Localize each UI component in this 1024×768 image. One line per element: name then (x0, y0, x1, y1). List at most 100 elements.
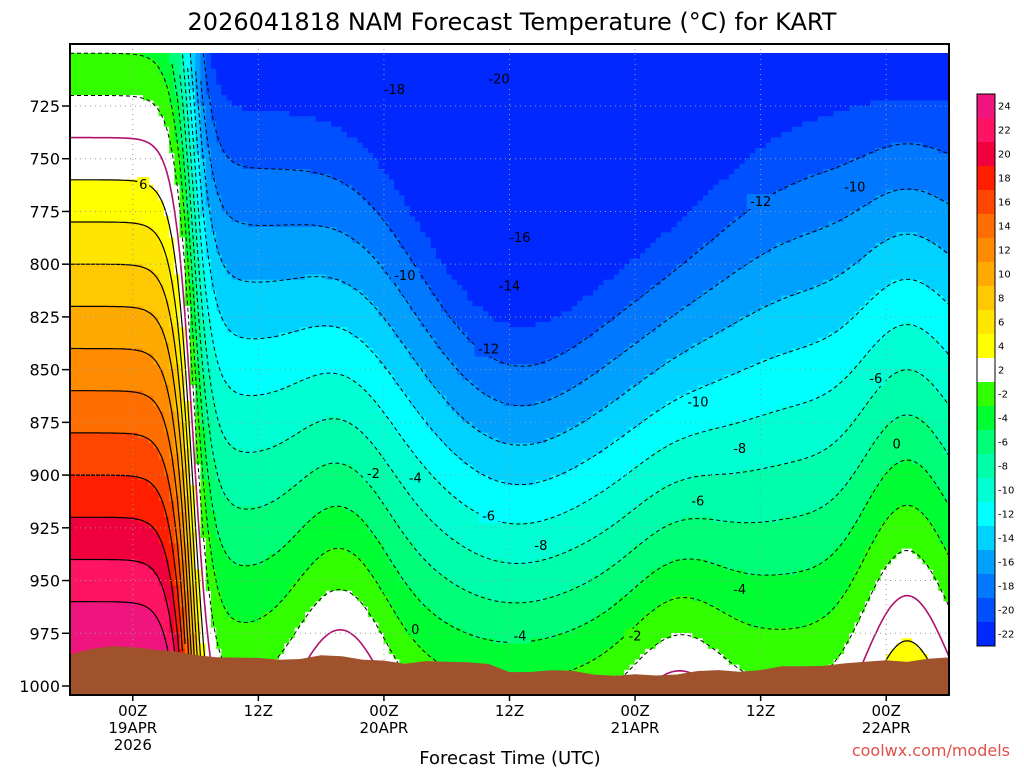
temperature-band-cell (74, 52, 81, 96)
temperature-band-cell (849, 52, 856, 107)
temperature-band-cell (158, 74, 165, 117)
temperature-band-cell (896, 369, 903, 418)
temperature-band-cell (394, 190, 400, 239)
temperature-band-cell (111, 601, 118, 687)
temperature-band-cell (85, 559, 92, 602)
temperature-band-cell (111, 432, 118, 476)
temperature-band-cell (582, 337, 589, 381)
temperature-band-cell (200, 105, 207, 160)
temperature-band-cell (462, 464, 468, 508)
temperature-band-cell (169, 279, 175, 328)
temperature-band-cell (713, 648, 720, 687)
temperature-band-cell (718, 332, 725, 381)
temperature-band-cell (425, 469, 432, 518)
temperature-band-cell (404, 300, 411, 349)
temperature-band-cell (101, 52, 107, 96)
temperature-band-cell (906, 100, 913, 144)
temperature-band-cell (708, 427, 714, 476)
temperature-band-cell (660, 279, 667, 323)
isotherm-line (189, 53, 949, 486)
temperature-band-cell (226, 332, 233, 386)
temperature-band-cell (666, 358, 672, 402)
temperature-band-cell (174, 52, 181, 96)
temperature-band-cell (755, 258, 761, 312)
temperature-band-cell (320, 553, 327, 597)
temperature-band-cell (142, 58, 149, 102)
temperature-band-cell (116, 601, 123, 687)
temperature-band-cell (74, 474, 81, 518)
temperature-band-cell (383, 464, 390, 508)
temperature-band-cell (530, 601, 536, 639)
temperature-band-cell (598, 453, 604, 492)
temperature-band-cell (430, 385, 437, 434)
temperature-band-cell (95, 348, 102, 392)
temperature-band-cell (409, 216, 416, 265)
temperature-band-cell (509, 522, 516, 566)
isotherm-line (70, 221, 202, 662)
temperature-band-cell (362, 564, 369, 608)
temperature-band-cell (629, 385, 636, 428)
temperature-band-cell (184, 543, 191, 592)
temperature-band-cell (776, 52, 782, 138)
temperature-band-cell (613, 480, 620, 523)
temperature-band-cell (676, 632, 683, 687)
temperature-band-cell (503, 564, 510, 602)
credit-link[interactable]: coolwx.com/models (852, 741, 1010, 760)
temperature-band-cell (252, 279, 259, 339)
temperature-band-cell (74, 306, 81, 349)
temperature-band-cell (870, 248, 877, 297)
temperature-band-cell (462, 422, 468, 465)
temperature-band-cell (613, 358, 620, 402)
temperature-band-cell (179, 511, 186, 560)
temperature-band-cell (237, 221, 243, 281)
temperature-band-cell (493, 400, 500, 439)
temperature-band-cell (718, 427, 725, 476)
temperature-band-cell (571, 427, 578, 471)
temperature-band-cell (95, 559, 102, 602)
temperature-band-cell (148, 611, 155, 687)
temperature-band-cell (310, 469, 317, 518)
temperature-band-cell (718, 52, 725, 181)
temperature-band-cell (467, 464, 474, 508)
temperature-band-cell (723, 327, 730, 376)
temperature-band-cell (833, 495, 840, 550)
temperature-band-cell (556, 52, 563, 318)
temperature-band-cell (566, 52, 573, 312)
temperature-band-cell (148, 485, 155, 529)
temperature-band-cell (556, 516, 563, 555)
temperature-band-cell (744, 316, 751, 370)
temperature-band-cell (859, 358, 866, 413)
temperature-band-cell (101, 432, 107, 476)
temperature-band-cell (237, 105, 243, 165)
y-tick-label: 725 (29, 97, 60, 116)
temperature-band-cell (535, 364, 542, 402)
temperature-band-cell (807, 232, 814, 291)
temperature-band-cell (776, 137, 782, 191)
temperature-band-cell (943, 100, 949, 154)
temperature-band-cell (812, 453, 819, 513)
temperature-band-cell (718, 232, 725, 281)
temperature-band-cell (540, 52, 547, 323)
temperature-band-cell (545, 437, 552, 481)
temperature-band-cell (645, 574, 652, 613)
temperature-band-cell (347, 422, 353, 465)
temperature-band-cell (817, 395, 824, 455)
temperature-band-cell (660, 564, 667, 602)
temperature-band-cell (331, 548, 338, 592)
temperature-band-cell (681, 395, 688, 439)
temperature-band-cell (299, 574, 306, 624)
temperature-band-cell (608, 400, 615, 444)
temperature-band-cell (451, 453, 458, 497)
temperature-band-cell (122, 432, 128, 476)
temperature-band-cell (571, 548, 578, 587)
temperature-band-cell (561, 390, 568, 434)
temperature-band-cell (854, 105, 861, 160)
temperature-band-cell (101, 263, 107, 307)
contour-label: -10 (394, 269, 415, 284)
temperature-band-cell (477, 432, 484, 476)
temperature-band-cell (367, 153, 374, 207)
temperature-band-cell (258, 168, 264, 228)
temperature-band-cell (901, 142, 908, 191)
temperature-band-cell (252, 453, 259, 508)
temperature-band-cell (666, 316, 672, 360)
